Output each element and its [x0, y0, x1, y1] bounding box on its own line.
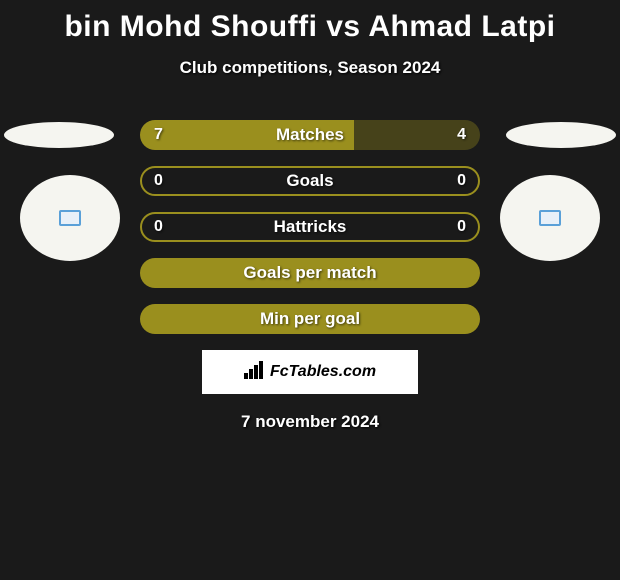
stat-label: Min per goal — [140, 304, 480, 334]
stat-label: Goals — [140, 166, 480, 196]
chart-area: 74Matches 00Goals 00Hattricks Goals per mat… — [0, 120, 620, 432]
stat-bars: 74Matches 00Goals 00Hattricks Goals per mat… — [140, 120, 480, 334]
site-logo: FcTables.com — [244, 361, 376, 384]
comparison-infographic: bin Mohd Shouffi vs Ahmad Latpi Club com… — [0, 0, 620, 580]
subtitle: Club competitions, Season 2024 — [0, 58, 620, 78]
logo-box: FcTables.com — [202, 350, 418, 394]
right-team-circle — [500, 175, 600, 261]
logo-text: FcTables.com — [270, 363, 376, 381]
left-team-oval — [4, 122, 114, 148]
stat-label: Hattricks — [140, 212, 480, 242]
stat-label: Matches — [140, 120, 480, 150]
stat-row: Goals per match — [140, 258, 480, 288]
stat-row: 00Goals — [140, 166, 480, 196]
stat-row: 00Hattricks — [140, 212, 480, 242]
main-title: bin Mohd Shouffi vs Ahmad Latpi — [0, 0, 620, 44]
stat-label: Goals per match — [140, 258, 480, 288]
left-team-badge-icon — [59, 210, 81, 226]
right-team-badge-icon — [539, 210, 561, 226]
stat-row: 74Matches — [140, 120, 480, 150]
left-team-circle — [20, 175, 120, 261]
chart-icon — [244, 361, 266, 384]
date-text: 7 november 2024 — [0, 412, 620, 432]
stat-row: Min per goal — [140, 304, 480, 334]
right-team-oval — [506, 122, 616, 148]
